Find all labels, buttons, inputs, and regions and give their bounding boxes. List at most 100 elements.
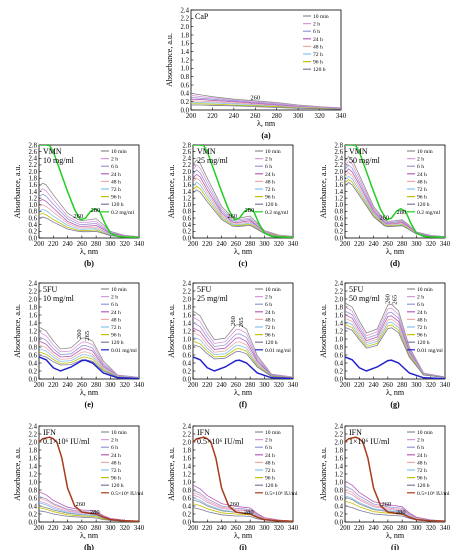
- legend-label: 120 h: [265, 202, 278, 208]
- x-tick-label: 260: [250, 113, 261, 120]
- x-tick-label: 200: [340, 525, 351, 532]
- legend-label: 10 min: [265, 149, 281, 155]
- legend-label: 96 h: [417, 476, 427, 482]
- panel-caption: (a): [261, 131, 271, 140]
- y-tick-label: 2.4: [181, 7, 190, 14]
- y-tick-label: 0.8: [29, 344, 38, 351]
- x-axis-label: λ, nm: [386, 388, 405, 397]
- y-tick-label: 0.6: [29, 215, 38, 222]
- legend-label: 10 min: [111, 430, 127, 436]
- series-line-d-8: [345, 145, 445, 238]
- x-tick-label: 300: [259, 525, 270, 532]
- x-tick-label: 280: [91, 382, 102, 389]
- y-tick-label: 1.6: [29, 182, 38, 189]
- y-tick-label: 1.2: [183, 471, 192, 478]
- y-axis-label: Absorbance, a.u.: [13, 304, 22, 358]
- x-tick-label: 240: [216, 241, 227, 248]
- panel-caption: (d): [390, 259, 400, 268]
- series-line-a-4: [191, 100, 341, 110]
- y-tick-label: 2.6: [335, 149, 344, 156]
- peak-label: 265: [391, 295, 398, 305]
- y-axis-label: Absorbance, a.u.: [13, 165, 22, 219]
- y-tick-label: 0.2: [335, 368, 344, 375]
- y-tick-label: 0.8: [29, 209, 38, 216]
- panel-title: VMN: [197, 147, 216, 156]
- x-tick-label: 340: [134, 241, 145, 248]
- legend-label: 0.5×10⁶ IU/ml: [111, 491, 144, 497]
- legend-label: 72 h: [111, 325, 121, 331]
- y-tick-label: 1.6: [183, 312, 192, 319]
- series-line-b-8: [39, 145, 139, 238]
- y-tick-label: 0.8: [29, 487, 38, 494]
- y-tick-label: 1.0: [335, 202, 344, 209]
- y-tick-label: 1.0: [335, 336, 344, 343]
- legend-label: 0.5×10⁶ IU/ml: [265, 491, 298, 497]
- x-tick-label: 280: [245, 241, 256, 248]
- legend-label: 48 h: [265, 460, 275, 466]
- legend-label: 6 h: [111, 445, 118, 451]
- legend-label: 96 h: [265, 333, 275, 339]
- x-tick-label: 240: [216, 525, 227, 532]
- peak-label: 260: [379, 215, 389, 222]
- series-line-e-4: [39, 344, 139, 379]
- legend-label: 48 h: [111, 179, 121, 185]
- legend-label: 2 h: [417, 438, 424, 444]
- series-line-e-1: [39, 331, 139, 378]
- legend-label: 10 min: [265, 430, 281, 436]
- y-tick-label: 1.6: [181, 41, 190, 48]
- y-axis-label: Absorbance, a.u.: [319, 304, 328, 358]
- peak-label: 280: [90, 509, 100, 516]
- x-tick-label: 280: [245, 525, 256, 532]
- x-tick-label: 260: [77, 241, 88, 248]
- x-tick-label: 300: [105, 382, 116, 389]
- legend-label: 6 h: [265, 302, 272, 308]
- x-tick-label: 300: [293, 113, 304, 120]
- x-tick-label: 280: [91, 241, 102, 248]
- legend-label: 2 h: [265, 157, 272, 163]
- y-tick-label: 2.4: [183, 423, 192, 430]
- x-tick-label: 200: [34, 382, 45, 389]
- y-tick-label: 1.8: [29, 304, 38, 311]
- y-axis-label: Absorbance, a.u.: [167, 447, 176, 501]
- y-axis-label: Absorbance, a.u.: [167, 165, 176, 219]
- x-tick-label: 260: [231, 525, 242, 532]
- series-line-h-3: [39, 491, 139, 522]
- y-tick-label: 1.4: [183, 320, 192, 327]
- series-line-g-0: [345, 302, 445, 378]
- x-tick-label: 260: [77, 382, 88, 389]
- x-tick-label: 320: [120, 241, 131, 248]
- legend-label: 2 h: [111, 157, 118, 163]
- y-tick-label: 1.0: [183, 202, 192, 209]
- legend-label: 10 min: [417, 287, 433, 293]
- legend-label: 6 h: [417, 302, 424, 308]
- legend-label: 0.2 mg/ml: [111, 210, 134, 216]
- x-tick-label: 340: [440, 525, 451, 532]
- y-tick-label: 1.8: [335, 304, 344, 311]
- y-tick-label: 0.8: [183, 209, 192, 216]
- legend-label: 96 h: [417, 195, 427, 201]
- peak-label: 265: [84, 331, 91, 341]
- legend-label: 10 min: [265, 287, 281, 293]
- legend-label: 10 min: [111, 149, 127, 155]
- y-tick-label: 0.8: [335, 209, 344, 216]
- panel-caption: (j): [391, 543, 399, 550]
- x-tick-label: 300: [411, 241, 422, 248]
- y-tick-label: 0.0: [29, 235, 38, 242]
- y-tick-label: 0.8: [181, 74, 190, 81]
- y-tick-label: 2.2: [29, 162, 38, 169]
- y-tick-label: 0.8: [335, 344, 344, 351]
- legend-label: 120 h: [111, 340, 124, 346]
- panel-title: IFN: [197, 428, 210, 437]
- panel-e: 0.00.20.40.60.81.01.21.41.61.82.02.22.4 2…: [13, 280, 145, 409]
- series-line-b-7: [39, 216, 139, 238]
- y-tick-label: 1.8: [29, 447, 38, 454]
- series-line-f-4: [193, 332, 293, 378]
- y-tick-label: 2.6: [183, 149, 192, 156]
- panel-title: 1×10⁶ IU/ml: [349, 437, 390, 446]
- legend-label: 24 h: [265, 453, 275, 459]
- x-tick-label: 280: [272, 113, 283, 120]
- y-tick-label: 1.6: [335, 455, 344, 462]
- x-tick-label: 260: [383, 382, 394, 389]
- y-tick-label: 2.4: [335, 280, 344, 287]
- peak-label: 260: [230, 316, 237, 326]
